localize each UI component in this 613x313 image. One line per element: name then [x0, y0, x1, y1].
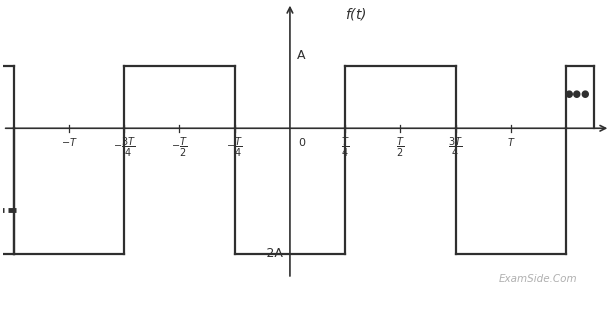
Text: $\dfrac{T}{4}$: $\dfrac{T}{4}$ — [341, 136, 349, 159]
Text: A: A — [297, 49, 305, 62]
Text: $\dfrac{3T}{4}$: $\dfrac{3T}{4}$ — [448, 136, 463, 159]
Text: - 2A: - 2A — [259, 247, 283, 260]
Text: $f$(t): $f$(t) — [345, 6, 367, 22]
Text: $-\dfrac{3T}{4}$: $-\dfrac{3T}{4}$ — [113, 136, 135, 159]
Text: ●●●: ●●● — [565, 89, 590, 99]
Text: ExamSide.Com: ExamSide.Com — [499, 274, 577, 284]
Text: $\dfrac{T}{2}$: $\dfrac{T}{2}$ — [396, 136, 405, 159]
Text: $-\dfrac{T}{4}$: $-\dfrac{T}{4}$ — [226, 136, 243, 159]
Text: $0$: $0$ — [298, 136, 306, 148]
Text: $-\dfrac{T}{2}$: $-\dfrac{T}{2}$ — [171, 136, 188, 159]
Text: $T$: $T$ — [506, 136, 515, 148]
Text: $-T$: $-T$ — [61, 136, 77, 148]
